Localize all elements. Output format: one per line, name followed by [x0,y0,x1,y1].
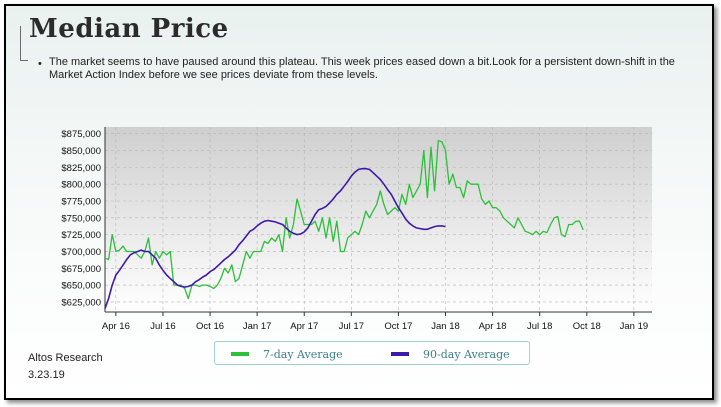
y-tick-label: $700,000 [61,247,101,258]
x-tick-label: Jan 17 [243,321,272,332]
legend: 7-day Average 90-day Average [214,341,530,365]
x-tick-label: Jan 18 [431,321,460,332]
title-decoration [20,26,21,60]
y-tick-label: $775,000 [61,197,101,208]
x-tick-label: Jul 17 [339,321,364,332]
y-tick-label: $750,000 [61,213,101,224]
legend-label-90-day: 90-day Average [423,347,510,361]
legend-item-7-day: 7-day Average [231,346,343,362]
y-tick-label: $725,000 [61,230,101,241]
x-tick-label: Apr 16 [102,321,130,332]
legend-swatch-90-day [391,352,409,356]
x-tick-label: Jan 19 [620,321,649,332]
x-tick-label: Oct 18 [573,321,601,332]
source-label: Altos Research [28,352,103,364]
y-tick-label: $800,000 [61,180,101,191]
report-date: 3.23.19 [28,369,65,381]
legend-label-7-day: 7-day Average [263,347,343,361]
x-tick-label: Jul 18 [527,321,552,332]
x-tick-label: Oct 17 [384,321,412,332]
plot-area [105,127,652,312]
description-bullet: • [38,58,42,70]
y-tick-label: $825,000 [61,163,101,174]
page-title: Median Price [29,14,229,44]
series-90-day-line [104,167,446,309]
x-tick-label: Oct 16 [196,321,224,332]
title-decoration-tick [20,60,28,61]
legend-swatch-7-day [231,352,249,356]
y-tick-label: $625,000 [61,297,101,308]
y-tick-label: $850,000 [61,146,101,157]
y-tick-label: $875,000 [61,129,101,140]
legend-item-90-day: 90-day Average [391,346,510,362]
x-tick-label: Jul 16 [150,321,175,332]
series-7-day-line [104,139,584,300]
y-tick-label: $675,000 [61,264,101,275]
description-text: The market seems to have paused around t… [49,56,675,81]
y-tick-label: $650,000 [61,281,101,292]
x-tick-label: Apr 18 [479,321,507,332]
x-tick-label: Apr 17 [290,321,318,332]
